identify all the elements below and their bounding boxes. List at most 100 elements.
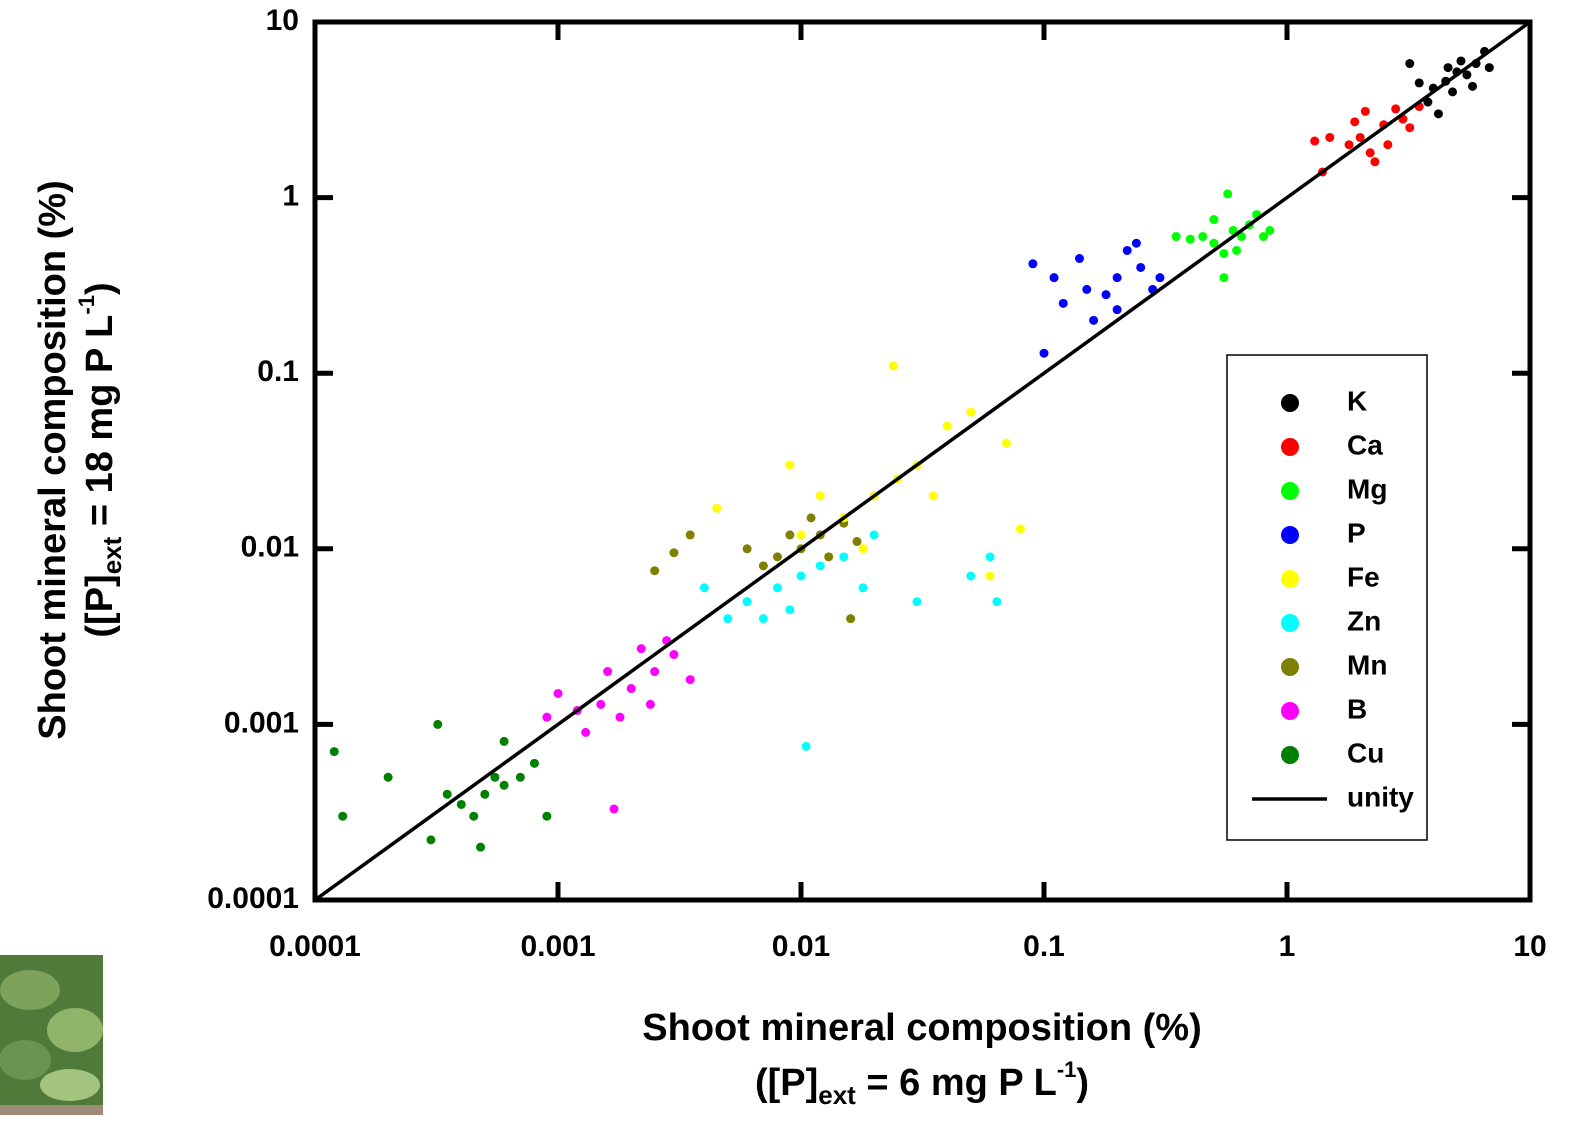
point — [1122, 245, 1132, 255]
point — [596, 699, 606, 709]
point — [1414, 78, 1424, 88]
point — [456, 799, 466, 809]
point — [515, 772, 525, 782]
point — [942, 421, 952, 431]
point — [1075, 253, 1085, 263]
legend-label: Mn — [1347, 649, 1387, 680]
point — [338, 811, 348, 821]
point — [1443, 63, 1453, 73]
point — [758, 614, 768, 624]
point — [1223, 189, 1233, 199]
x-tick-label: 10 — [1513, 930, 1546, 963]
label-part: ) — [79, 282, 121, 295]
point — [912, 597, 922, 607]
point — [626, 684, 636, 694]
photo — [0, 955, 103, 1115]
y-tick-label: 0.1 — [257, 355, 299, 388]
point — [1049, 273, 1059, 283]
point — [669, 548, 679, 558]
point — [329, 747, 339, 757]
point — [785, 530, 795, 540]
point — [985, 571, 995, 581]
point — [772, 552, 782, 562]
point — [1015, 524, 1025, 534]
point — [966, 407, 976, 417]
x-tick-label: 0.001 — [520, 930, 595, 963]
point — [685, 530, 695, 540]
point — [1484, 63, 1494, 73]
point — [476, 842, 486, 852]
point — [1365, 148, 1375, 158]
legend-marker — [1281, 526, 1299, 544]
point — [499, 780, 509, 790]
legend-box — [1226, 354, 1428, 841]
legend-marker — [1281, 482, 1299, 500]
legend-marker — [1281, 658, 1299, 676]
point — [1423, 97, 1433, 107]
legend-marker — [1281, 702, 1299, 720]
point — [1383, 140, 1393, 150]
point — [1344, 140, 1354, 150]
y-tick-label: 0.0001 — [207, 882, 299, 915]
point — [742, 597, 752, 607]
point — [615, 712, 625, 722]
point — [529, 758, 539, 768]
point — [1310, 136, 1320, 146]
point — [542, 811, 552, 821]
point — [758, 561, 768, 571]
point — [1237, 232, 1247, 242]
legend-label: K — [1347, 385, 1367, 416]
y-axis-subtitle: ([P]ext = 18 mg P L-1) — [74, 282, 127, 637]
point — [815, 561, 825, 571]
point — [1001, 438, 1011, 448]
point — [1325, 132, 1335, 142]
x-tick-label: 0.1 — [1023, 930, 1065, 963]
point — [772, 583, 782, 593]
label-sub: ext — [97, 536, 127, 574]
point — [712, 503, 722, 513]
point — [852, 537, 862, 547]
y-tick-label: 0.01 — [241, 531, 299, 564]
legend-label: Fe — [1347, 561, 1380, 592]
point — [1112, 305, 1122, 315]
point — [806, 513, 816, 523]
x-tick-label: 0.01 — [772, 930, 830, 963]
legend-label: Ca — [1347, 429, 1383, 460]
point — [785, 460, 795, 470]
point — [1370, 157, 1380, 167]
legend-label: B — [1347, 693, 1367, 724]
point — [858, 583, 868, 593]
y-tick-label: 1 — [282, 180, 299, 213]
point — [499, 736, 509, 746]
point — [858, 544, 868, 554]
point — [553, 688, 563, 698]
point — [742, 544, 752, 554]
point — [1219, 273, 1229, 283]
x-tick-label: 0.0001 — [269, 930, 361, 963]
point — [699, 583, 709, 593]
point — [1028, 259, 1038, 269]
point — [1468, 81, 1478, 91]
point — [1448, 87, 1458, 97]
point — [796, 571, 806, 581]
point — [985, 552, 995, 562]
point — [723, 614, 733, 624]
x-tick-label: 1 — [1279, 930, 1296, 963]
y-axis-title: Shoot mineral composition (%) — [32, 180, 74, 739]
point — [669, 650, 679, 660]
point — [1136, 262, 1146, 272]
point — [1350, 117, 1360, 127]
plot-area — [315, 22, 1530, 900]
legend-label: Cu — [1347, 737, 1384, 768]
legend-label: P — [1347, 517, 1366, 548]
x-axis-title: Shoot mineral composition (%) — [642, 1007, 1201, 1049]
point — [1185, 234, 1195, 244]
point — [846, 614, 856, 624]
point — [581, 727, 591, 737]
point — [966, 571, 976, 581]
label-sup: -1 — [1057, 1057, 1077, 1082]
point — [928, 491, 938, 501]
point — [685, 675, 695, 685]
label-sup: -1 — [74, 295, 99, 315]
label-part: ) — [1076, 1062, 1089, 1104]
